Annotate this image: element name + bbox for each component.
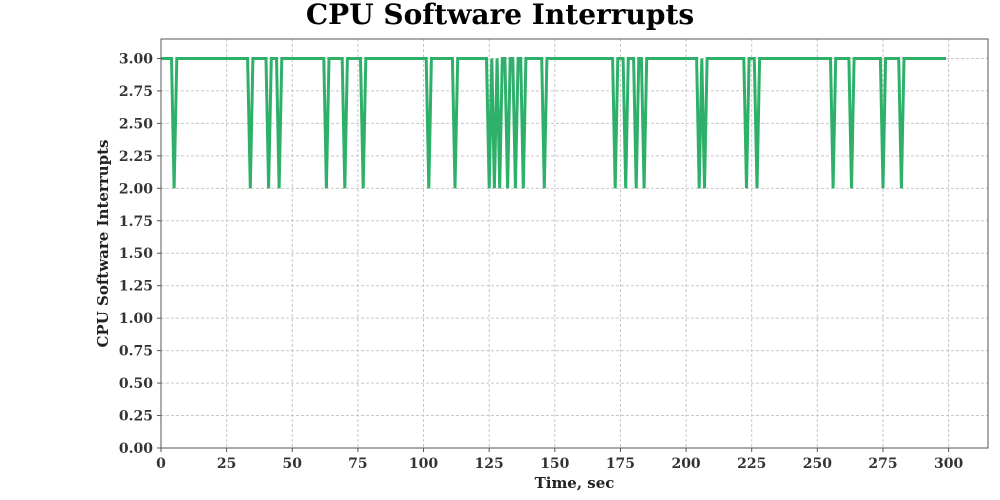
y-tick-label: 2.50: [119, 116, 153, 132]
x-tick-label: 200: [671, 456, 700, 472]
x-tick-label: 175: [606, 456, 635, 472]
y-axis: 0.00 0.25 0.50 0.75 1.00 1.25 1.50 1.75 2.00 2.25…: [119, 51, 161, 457]
x-tick-label: 225: [737, 456, 766, 472]
series-layer: [161, 57, 946, 189]
y-tick-label: 2.25: [119, 149, 153, 165]
x-tick-label: 75: [348, 456, 367, 472]
x-tick-label: 100: [409, 456, 438, 472]
x-tick-label: 50: [283, 456, 303, 472]
x-axis: 0 25 50 75 100 125 150 175 200 225 250 275 300: [156, 448, 963, 472]
y-axis-label: CPU Software Interrupts: [94, 139, 112, 347]
chart-title: CPU Software Interrupts: [305, 0, 695, 31]
x-tick-label: 0: [156, 456, 166, 472]
x-axis-label: Time, sec: [535, 474, 615, 492]
x-tick-label: 250: [803, 456, 832, 472]
x-tick-label: 125: [475, 456, 504, 472]
y-tick-label: 3.00: [119, 51, 153, 67]
y-tick-label: 1.75: [119, 214, 153, 230]
x-tick-label: 150: [540, 456, 569, 472]
series-line-0: [161, 57, 946, 189]
y-tick-label: 0.00: [119, 441, 153, 457]
x-tick-label: 275: [868, 456, 897, 472]
x-tick-label: 300: [934, 456, 963, 472]
y-tick-label: 1.25: [119, 279, 153, 295]
y-tick-label: 0.75: [119, 344, 153, 360]
plot-frame: [160, 38, 989, 449]
y-tick-label: 2.75: [119, 84, 153, 100]
x-tick-label: 25: [217, 456, 236, 472]
y-tick-label: 0.25: [119, 409, 153, 425]
y-tick-label: 2.00: [119, 181, 153, 197]
y-tick-label: 0.50: [119, 376, 153, 392]
y-tick-label: 1.50: [119, 246, 153, 262]
y-tick-label: 1.00: [119, 311, 153, 327]
grid: [160, 39, 988, 449]
